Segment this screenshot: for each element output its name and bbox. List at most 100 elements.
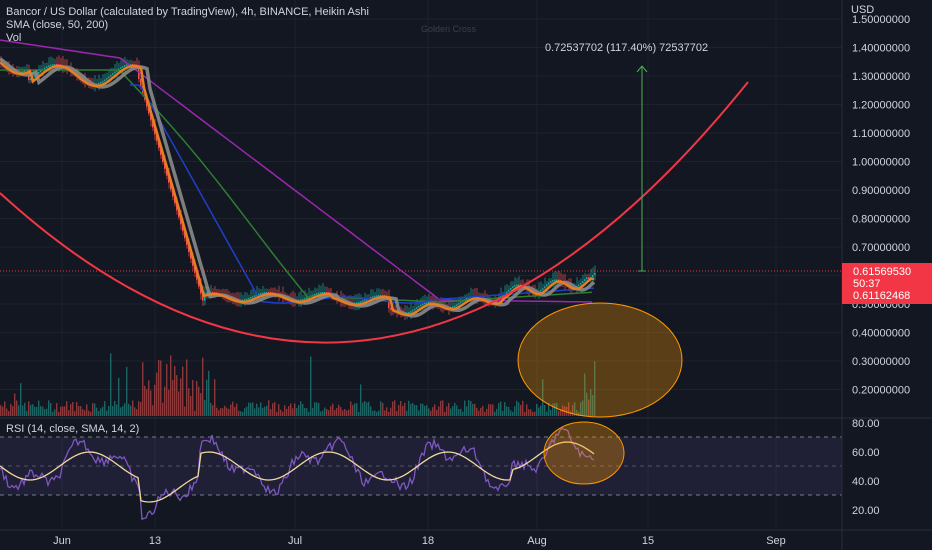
volume-bar: [218, 410, 220, 416]
volume-bar: [588, 399, 590, 416]
volume-bar: [110, 353, 112, 416]
legend-sma[interactable]: SMA (close, 50, 200): [6, 19, 108, 31]
volume-bar: [258, 407, 260, 416]
volume-bar: [202, 357, 204, 416]
volume-bar: [280, 409, 282, 416]
volume-bar: [316, 402, 318, 416]
volume-bar: [282, 411, 284, 416]
candle-body: [262, 292, 264, 295]
candle-body: [378, 295, 380, 297]
volume-bar: [204, 400, 206, 416]
volume-bar: [468, 400, 470, 416]
volume-bar: [492, 404, 494, 416]
rsi-line: [0, 427, 595, 521]
rsi-sma-line: [0, 441, 595, 503]
candle-body: [182, 224, 184, 232]
volume-bar: [544, 405, 546, 416]
volume-bar: [230, 404, 232, 416]
volume-bar: [198, 386, 200, 416]
rsi-highlight-ellipse[interactable]: [543, 421, 625, 485]
volume-bar: [44, 409, 46, 416]
volume-bar: [450, 408, 452, 416]
time-axis-ticks[interactable]: Jun 13 Jul 18 Aug 15 Sep: [53, 535, 786, 547]
candle-body: [322, 292, 324, 294]
volume-bar: [102, 406, 104, 416]
volume-bar: [70, 404, 72, 416]
candle-body: [260, 293, 262, 295]
volume-bar: [60, 406, 62, 416]
volume-bar: [380, 401, 382, 416]
volume-bar: [0, 405, 2, 416]
candle-body: [412, 310, 414, 312]
volume-bar: [432, 407, 434, 416]
volume-bar: [62, 406, 64, 416]
volume-bar: [94, 403, 96, 416]
candle-body: [558, 279, 560, 282]
volume-bar: [546, 411, 548, 416]
candle-body: [584, 279, 586, 282]
volume-bar: [264, 406, 266, 416]
volume-highlight-ellipse[interactable]: [517, 302, 683, 418]
volume-bar: [472, 403, 474, 416]
candle-body: [48, 65, 50, 67]
volume-bar: [146, 389, 148, 416]
volume-bar: [592, 394, 594, 416]
volume-bar: [356, 403, 358, 416]
volume-bar: [290, 403, 292, 416]
volume-bar: [584, 373, 586, 416]
rsi-axis-ticks[interactable]: 80.00 60.00 40.00 20.00: [852, 418, 880, 517]
time-tick-label: 18: [422, 535, 434, 547]
price-tick-label: 0.90000000: [852, 185, 910, 197]
volume-bar: [460, 408, 462, 416]
volume-bar: [226, 407, 228, 416]
candle-body: [102, 80, 104, 83]
cup-curve-drawing[interactable]: [0, 81, 749, 344]
candle-body: [556, 279, 558, 282]
volume-bar: [530, 409, 532, 416]
measure-label[interactable]: 0.72537702 (117.40%) 72537702: [545, 42, 708, 54]
volume-bar: [334, 410, 336, 416]
price-axis-ticks[interactable]: 1.50000000 1.40000000 1.30000000 1.20000000…: [852, 14, 910, 397]
candle-body: [320, 292, 322, 294]
candle-body: [130, 64, 132, 66]
candle-body: [52, 64, 54, 66]
volume-bar: [448, 402, 450, 416]
volume-bar: [58, 411, 60, 416]
candle-body: [430, 301, 432, 304]
volume-bar: [328, 410, 330, 416]
volume-bar: [266, 405, 268, 416]
volume-bar: [118, 377, 120, 416]
candle-body: [250, 297, 252, 299]
candle-body: [550, 281, 552, 283]
volume-bar: [80, 406, 82, 416]
volume-bar: [68, 410, 70, 416]
candle-body: [264, 292, 266, 294]
volume-bar: [332, 403, 334, 416]
candle-body: [514, 285, 516, 287]
rsi-title[interactable]: RSI (14, close, SMA, 14, 2): [6, 423, 139, 435]
legend-title[interactable]: Bancor / US Dollar (calculated by Tradin…: [6, 6, 369, 18]
candle-body: [164, 162, 166, 169]
volume-bar: [98, 411, 100, 416]
volume-bar: [186, 359, 188, 416]
candle-body: [100, 81, 102, 84]
volume-bar: [558, 410, 560, 416]
volume-bar: [154, 384, 156, 416]
volume-bar: [148, 380, 150, 416]
volume-bar: [256, 403, 258, 416]
candle-body: [140, 79, 142, 86]
volume-bar: [74, 411, 76, 416]
volume-bar: [426, 405, 428, 416]
volume-bar: [214, 379, 216, 416]
legend-vol[interactable]: Vol: [6, 32, 21, 44]
volume-bar: [324, 407, 326, 416]
candle-body: [34, 75, 36, 78]
volume-bar: [178, 391, 180, 416]
volume-bar: [392, 401, 394, 416]
price-axis-currency: USD: [851, 4, 874, 16]
candle-body: [554, 279, 556, 282]
candle-body: [380, 295, 382, 297]
volume-bar: [360, 384, 362, 416]
golden-cross-label[interactable]: Golden Cross: [421, 24, 477, 34]
